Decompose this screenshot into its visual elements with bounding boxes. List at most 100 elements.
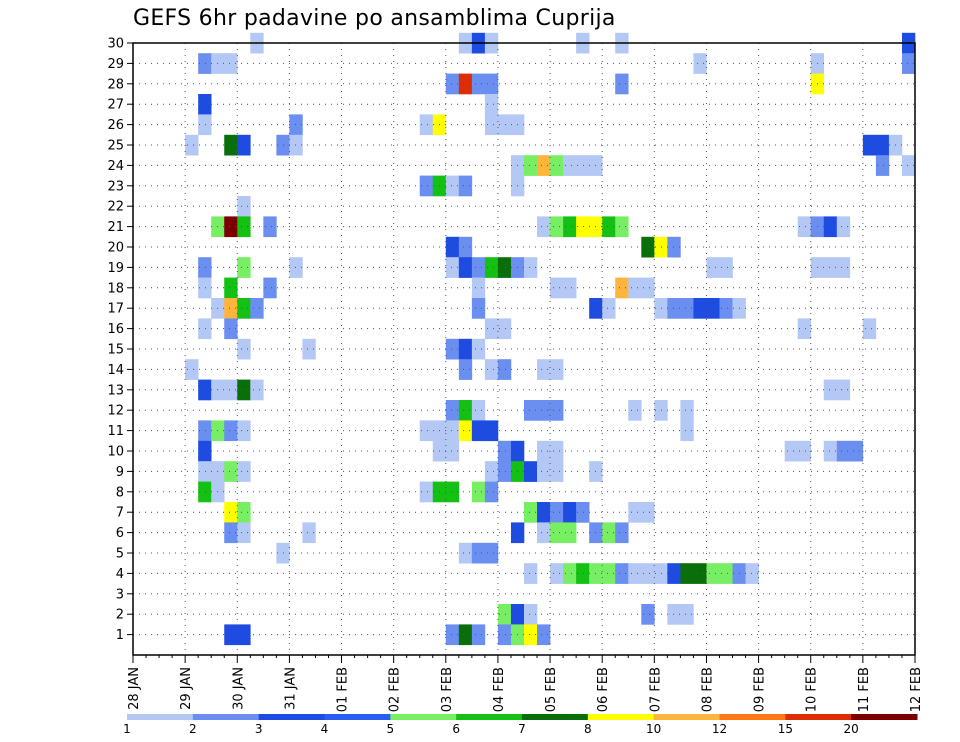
legend-swatch [719,714,786,720]
legend-label: 7 [518,722,526,736]
heatmap-cell [654,400,668,421]
y-tick-label: 27 [107,98,124,113]
heatmap-cell [237,257,251,278]
heatmap-cell [484,542,499,564]
heatmap-cell [471,420,486,442]
heatmap-cell [471,338,486,360]
heatmap-cell [198,481,212,503]
heatmap-cell [224,277,238,299]
heatmap-cell [862,134,877,156]
legend-label: 8 [584,722,592,736]
heatmap-cell [419,481,434,503]
y-tick-label: 18 [107,281,124,296]
heatmap-cell [524,461,538,482]
y-tick-label: 7 [116,506,124,521]
heatmap-cell [563,502,577,523]
legend-label: 4 [321,722,329,736]
heatmap-cell [458,175,473,197]
heatmap-cell [563,155,577,176]
legend-label: 10 [646,722,661,736]
y-tick-label: 25 [107,139,124,154]
heatmap-cell [537,522,551,544]
heatmap-cell [237,196,251,217]
heatmap-cell [289,134,303,156]
heatmap-cell [524,502,538,523]
heatmap-cell [471,542,486,564]
heatmap-cell [471,257,486,278]
heatmap-cell [628,502,642,523]
heatmap-cell [237,624,251,646]
heatmap-cell [550,502,564,523]
heatmap-cell [667,563,681,584]
heatmap-cell [628,277,642,299]
x-tick-label: 31 JAN [283,667,298,710]
y-tick-label: 29 [107,57,124,72]
heatmap-cell [823,379,838,401]
y-tick-label: 17 [107,302,124,317]
heatmap-cell [198,94,212,115]
heatmap-cell [537,400,551,421]
x-tick-label: 28 JAN [127,667,142,710]
heatmap-cell [550,277,564,299]
heatmap-cell [563,563,577,584]
heatmap-cell [484,73,499,95]
x-axis: 28 JAN 29 JAN 30 JAN 31 JAN 01 FEB 02 FEB 03 F… [127,655,924,712]
heatmap-cell [237,216,251,238]
x-tick-label: 03 FEB [440,667,455,712]
heatmap-cell [198,440,212,462]
y-tick-label: 2 [116,608,124,623]
heatmap-cell [224,53,238,74]
heatmap-cell [224,624,238,646]
heatmap-cell [823,257,838,278]
heatmap-cell [641,604,655,625]
heatmap-cell [875,134,890,156]
heatmap-cell [615,73,629,95]
heatmap-cell [198,318,212,340]
y-tick-label: 6 [116,526,124,541]
heatmap-cell [628,563,642,584]
heatmap-cell [537,216,551,238]
heatmap-cell [484,481,499,503]
heatmap-cell [484,318,499,340]
heatmap-cell [719,563,733,584]
heatmap-cell [445,175,460,197]
heatmap-cell [497,440,512,462]
heatmap-cell [901,155,916,176]
heatmap-cell [198,114,212,136]
heatmap-cell [198,461,212,482]
y-tick-label: 12 [107,404,124,419]
legend-swatch [851,714,918,720]
heatmap-cell [458,257,473,278]
x-tick-label: 01 FEB [336,667,351,712]
heatmap-cell [654,563,668,584]
heatmap-cell [875,155,890,176]
heatmap-cell [537,461,551,482]
heatmap-cell [445,420,460,442]
heatmap-cell [550,216,564,238]
heatmap-cell [641,236,655,258]
heatmap-cell [719,298,733,319]
heatmap-cell [224,298,238,319]
heatmap-cell [198,53,212,74]
heatmap-cell [497,359,512,380]
heatmap-cell [524,155,538,176]
legend-label: 6 [452,722,460,736]
heatmap-cell [419,420,434,442]
heatmap-cell [497,114,512,136]
x-tick-label: 29 JAN [179,667,194,710]
y-tick-label: 22 [107,200,124,215]
y-tick-label: 11 [107,424,124,439]
heatmap-cell [497,318,512,340]
x-tick-label: 02 FEB [388,667,403,712]
heatmap-cell [550,359,564,380]
heatmap-cell [224,216,238,238]
heatmap-cell [797,216,812,238]
heatmap-cell [524,400,538,421]
legend-label: 3 [255,722,263,736]
heatmap-cell [550,400,564,421]
heatmap-cell [602,522,616,544]
heatmap-cell [237,379,251,401]
heatmap-cell [224,522,238,544]
heatmap-cell [537,440,551,462]
heatmap-cell [680,298,694,319]
